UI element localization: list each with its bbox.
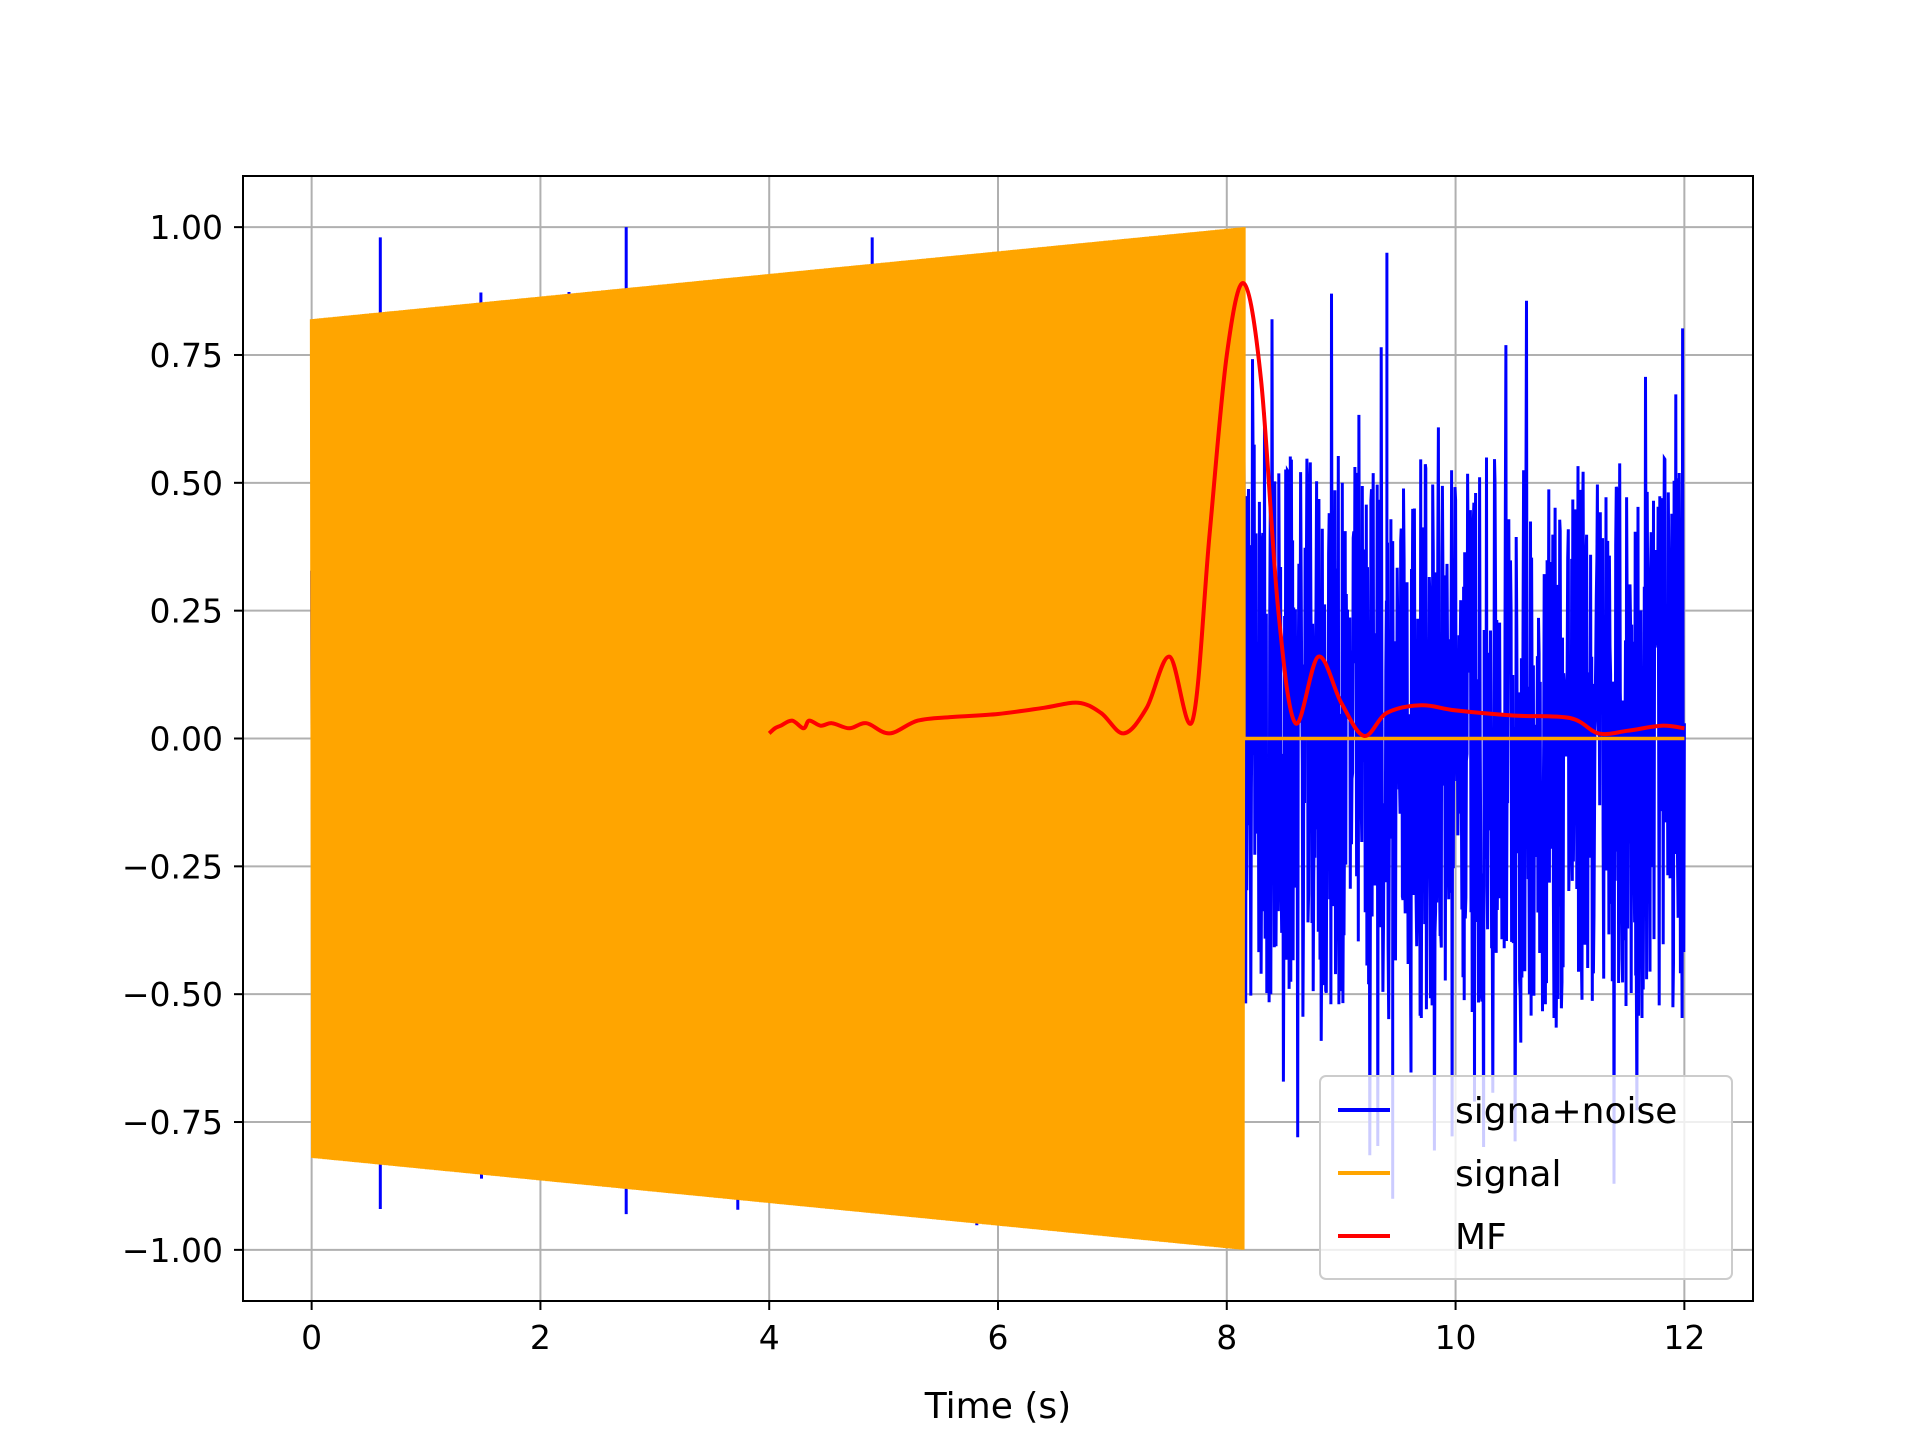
y-tick-label: 0.00 [150,720,223,759]
x-tick-label: 6 [988,1318,1009,1357]
ticks: 0 2 4 6 8 10 12 1.00 0.75 0.50 0.25 0.00 −0.25 −0.50 −… [122,208,1706,1357]
x-axis-label: Time (s) [924,1386,1071,1427]
legend-label-signal-noise: signa+noise [1455,1091,1677,1132]
legend-label-mf: MF [1455,1217,1507,1258]
legend-label-signal: signal [1455,1154,1562,1195]
y-tick-label: −1.00 [122,1231,223,1270]
series-layer [309,227,1686,1250]
x-tick-label: 10 [1435,1318,1477,1357]
x-tick-label: 8 [1216,1318,1237,1357]
y-tick-label: 0.25 [150,592,223,631]
y-tick-label: 0.75 [150,336,223,375]
x-tick-label: 12 [1663,1318,1705,1357]
series-signal-line [309,227,1685,1250]
legend-frame [1319,1075,1733,1280]
y-tick-label: −0.50 [122,975,223,1014]
x-tick-label: 2 [530,1318,551,1357]
y-tick-label: 1.00 [150,208,223,247]
x-tick-label: 0 [301,1318,322,1357]
x-tick-label: 4 [759,1318,780,1357]
series-mf-line [767,281,1685,738]
y-tick-label: −0.25 [122,847,223,886]
y-tick-label: −0.75 [122,1103,223,1142]
y-tick-label: 0.50 [150,464,223,503]
legend: signa+noise signal MF [1319,1075,1733,1280]
